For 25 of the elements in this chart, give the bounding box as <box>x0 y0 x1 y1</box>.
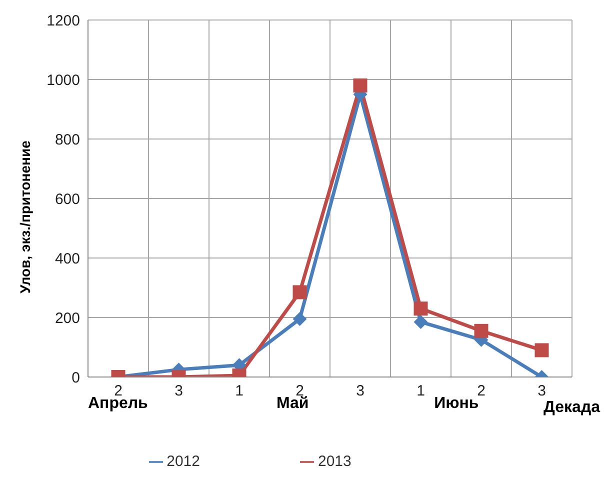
point <box>534 343 549 358</box>
legend-label: 2012 <box>166 453 200 470</box>
point <box>292 312 307 326</box>
y-tick-label: 600 <box>54 190 80 208</box>
point <box>353 78 368 92</box>
y-tick-label: 0 <box>72 369 80 386</box>
y-tick-label: 800 <box>54 131 80 148</box>
x-tick-label: 1 <box>235 382 244 400</box>
point <box>292 285 307 300</box>
x-tick-label: 3 <box>538 382 546 400</box>
x-tick-label: 3 <box>174 382 183 400</box>
y-tick-label: 1000 <box>46 72 80 89</box>
y-tick-label: 400 <box>54 250 80 268</box>
text: Июнь <box>434 395 479 413</box>
x-axis-title: Декада <box>544 399 600 417</box>
legend-label: 2013 <box>318 453 352 470</box>
x-tick-label: 1 <box>416 382 425 400</box>
point <box>474 324 488 338</box>
y-tick-label: 200 <box>54 310 80 327</box>
y-axis-title: Улов, экз./притонение <box>16 140 33 294</box>
y-tick-label: 1200 <box>46 12 80 30</box>
point <box>414 302 428 316</box>
point <box>414 314 428 329</box>
x-tick-label: 3 <box>356 382 364 400</box>
x-tick-label: 2 <box>477 382 486 400</box>
